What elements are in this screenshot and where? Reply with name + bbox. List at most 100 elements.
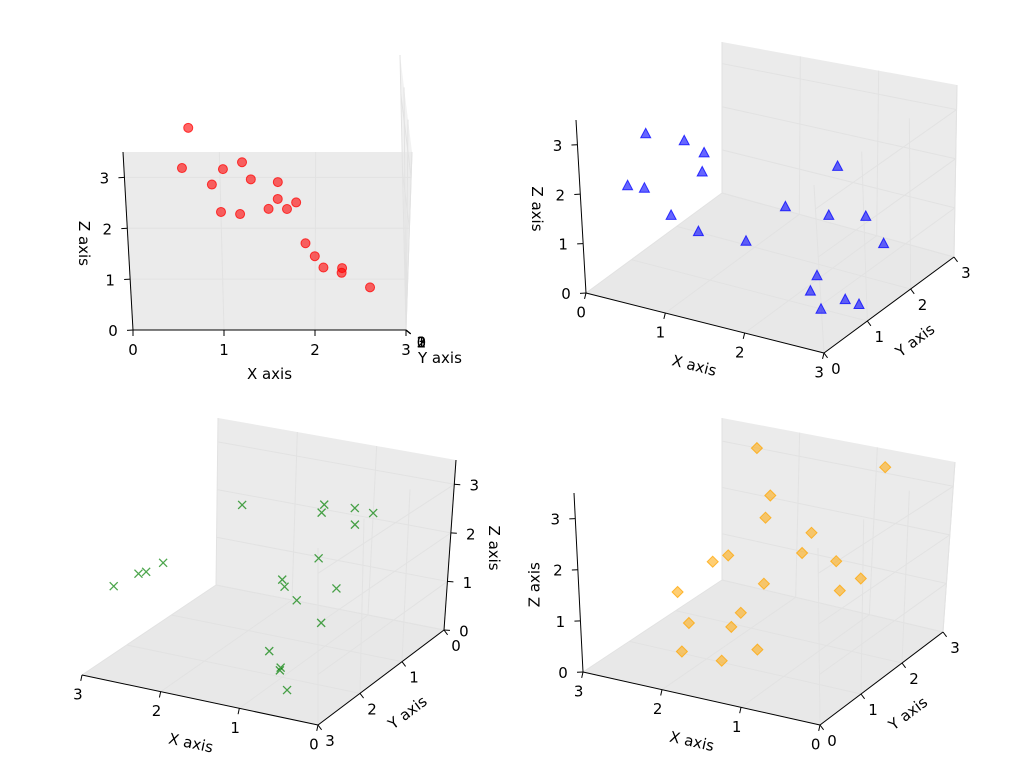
data-point-1 xyxy=(206,179,217,190)
grid-line xyxy=(665,213,800,314)
data-point-3 xyxy=(759,511,772,524)
x-tick-mark xyxy=(237,708,240,715)
grid-line xyxy=(813,184,825,354)
y-tick-label: 3 xyxy=(950,639,960,657)
x-tick-mark xyxy=(80,674,83,681)
data-point-2 xyxy=(215,206,226,217)
data-point-2 xyxy=(764,489,777,502)
y-tick-label: 3 xyxy=(961,264,971,282)
x-tick-label: 2 xyxy=(735,343,745,361)
pane-xz xyxy=(216,418,456,630)
y-tick-mark xyxy=(443,629,449,636)
data-point-5 xyxy=(350,520,360,530)
x-tick-label: 2 xyxy=(152,702,162,720)
data-point-14 xyxy=(309,251,320,262)
z-tick-label: 3 xyxy=(100,170,110,188)
x-axis-line xyxy=(81,674,319,726)
grid-line xyxy=(661,596,796,691)
x-tick-label: 1 xyxy=(230,719,240,737)
x-axis-label: X axis xyxy=(247,365,292,383)
data-point-5 xyxy=(272,193,283,204)
y-tick-label: 2 xyxy=(909,670,919,688)
data-point-5 xyxy=(698,146,710,158)
y-tick-mark xyxy=(866,320,872,327)
x-tick-label: 0 xyxy=(128,341,138,359)
grid-line xyxy=(721,106,956,160)
grid-line xyxy=(217,441,455,485)
grid-line xyxy=(585,192,723,294)
data-point-4 xyxy=(263,203,274,214)
y-tick-label: 0 xyxy=(451,637,461,655)
data-point-17 xyxy=(276,663,286,673)
data-point-14 xyxy=(331,583,341,593)
data-point-1 xyxy=(638,181,651,193)
grid-line xyxy=(216,536,448,582)
grid-line xyxy=(817,158,957,258)
grid-line xyxy=(721,486,950,536)
data-point-2 xyxy=(639,127,652,139)
grid-line xyxy=(314,151,317,331)
y-tick-mark xyxy=(860,693,866,700)
x-tick-label: 2 xyxy=(310,341,320,359)
grid-line xyxy=(401,489,411,662)
pane-xz xyxy=(722,42,957,257)
grid-line xyxy=(815,109,957,210)
y-tick-label: 1 xyxy=(409,669,419,687)
z-axis-label: Z axis xyxy=(75,221,93,266)
scatter-series xyxy=(109,500,378,695)
y-tick-mark xyxy=(819,724,825,731)
y-axis-label: Y axis xyxy=(891,320,938,361)
grid-line xyxy=(675,610,903,664)
data-point-17 xyxy=(682,616,696,630)
z-axis-line xyxy=(575,119,587,294)
grid-line xyxy=(901,490,910,664)
grid-line xyxy=(868,447,878,615)
x-tick-mark xyxy=(158,691,162,698)
data-point-19 xyxy=(282,685,292,695)
z-tick-label: 0 xyxy=(108,322,118,340)
grid-line xyxy=(795,432,801,598)
data-point-18 xyxy=(839,293,852,305)
y-tick-label: 1 xyxy=(868,701,878,719)
x-tick-label: 3 xyxy=(814,363,824,381)
x-tick-mark xyxy=(581,671,584,678)
y-tick-mark xyxy=(942,631,948,638)
data-point-15 xyxy=(715,654,728,667)
data-point-16 xyxy=(671,585,684,599)
pane-xz xyxy=(722,418,955,632)
data-point-10 xyxy=(734,606,748,620)
x-tick-label: 1 xyxy=(656,323,666,341)
data-point-18 xyxy=(336,267,347,278)
data-point-12 xyxy=(280,582,290,592)
grid-line xyxy=(218,151,225,331)
grid-line xyxy=(818,485,954,574)
y-axis-line xyxy=(317,629,445,726)
y-tick-mark xyxy=(953,256,958,263)
data-point-13 xyxy=(314,553,324,563)
data-point-4 xyxy=(368,508,378,518)
pane-xy xyxy=(583,580,943,725)
pane-xz xyxy=(123,152,412,330)
data-point-6 xyxy=(706,555,719,568)
x-tick-mark xyxy=(660,689,663,696)
y-tick-label: 2 xyxy=(417,334,427,352)
data-point-11 xyxy=(833,584,847,597)
z-axis-label: Z axis xyxy=(526,562,544,607)
grid-line xyxy=(215,584,445,631)
y-tick-mark xyxy=(823,352,828,359)
z-tick-label: 3 xyxy=(551,511,561,529)
grid-line xyxy=(317,532,452,625)
grid-line xyxy=(631,259,868,322)
grid-line xyxy=(721,579,944,633)
z-tick-label: 2 xyxy=(556,186,566,204)
x-axis-label: X axis xyxy=(668,728,716,755)
grid-line xyxy=(744,235,877,334)
y-tick-label: 0 xyxy=(831,360,841,378)
scatter-series xyxy=(621,127,890,314)
data-point-4 xyxy=(696,165,709,177)
x-axis-label: X axis xyxy=(167,730,215,757)
data-point-3 xyxy=(235,209,246,220)
grid-line xyxy=(399,54,407,331)
y-tick-label: 3 xyxy=(417,334,427,352)
y-tick-label: 2 xyxy=(918,296,928,314)
